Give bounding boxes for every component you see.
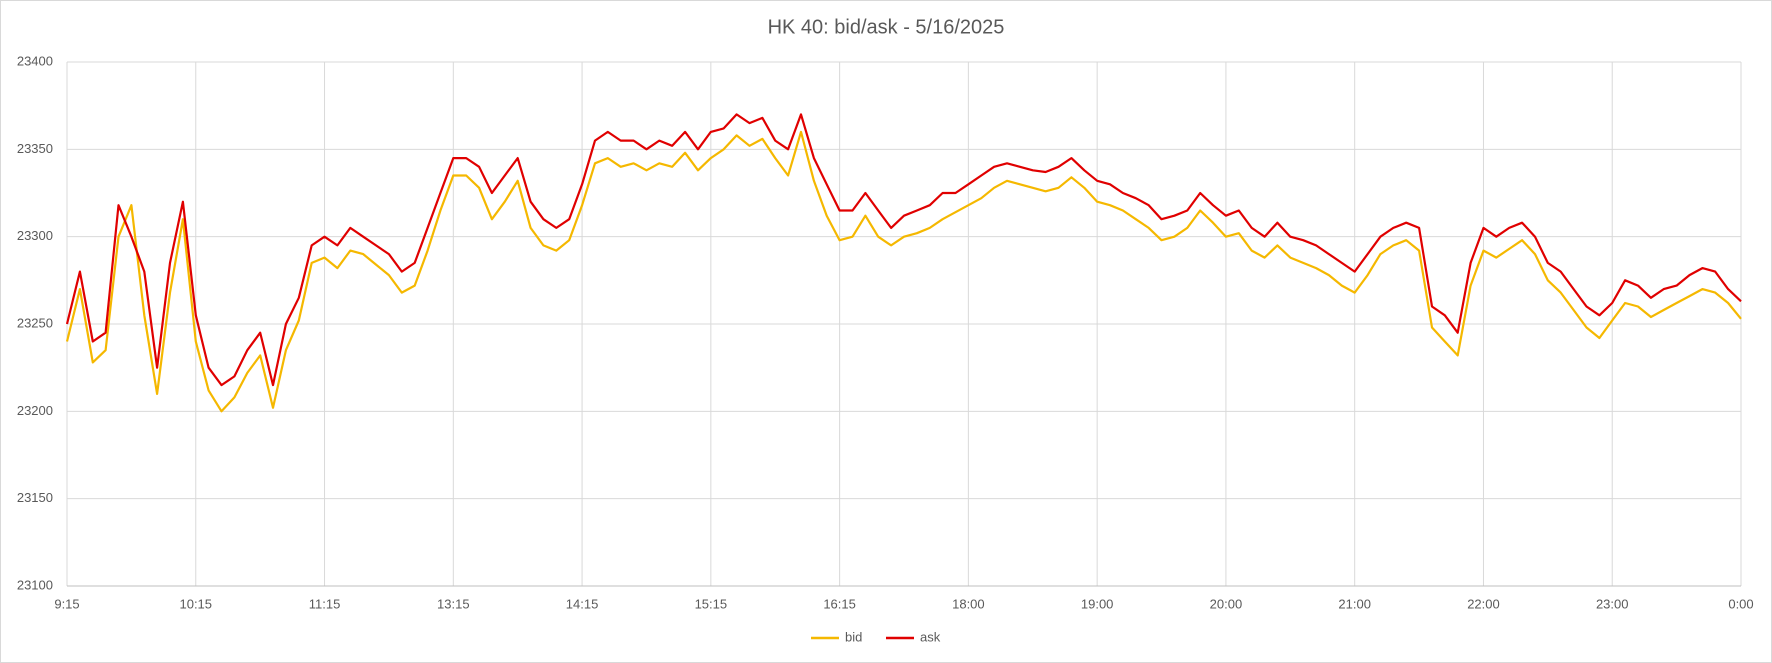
y-tick-label: 23100 <box>17 577 53 592</box>
x-tick-label: 21:00 <box>1338 596 1371 611</box>
x-tick-label: 0:00 <box>1728 596 1753 611</box>
series-line <box>65 130 1742 413</box>
x-tick-label: 18:00 <box>952 596 985 611</box>
x-tick-label: 19:00 <box>1081 596 1114 611</box>
x-tick-label: 22:00 <box>1467 596 1500 611</box>
legend-label: ask <box>920 629 941 644</box>
x-tick-label: 16:15 <box>823 596 856 611</box>
x-tick-label: 9:15 <box>54 596 79 611</box>
x-tick-label: 10:15 <box>179 596 212 611</box>
series-line <box>65 113 1742 387</box>
x-tick-label: 23:00 <box>1596 596 1629 611</box>
x-tick-label: 11:15 <box>309 596 341 611</box>
y-tick-label: 23350 <box>17 141 53 156</box>
x-tick-label: 13:15 <box>437 596 470 611</box>
x-tick-label: 14:15 <box>566 596 599 611</box>
y-tick-label: 23300 <box>17 228 53 243</box>
legend-label: bid <box>845 629 862 644</box>
chart-title: HK 40: bid/ask - 5/16/2025 <box>768 16 1005 38</box>
x-tick-label: 15:15 <box>695 596 728 611</box>
y-tick-label: 23400 <box>17 53 53 68</box>
x-tick-label: 20:00 <box>1210 596 1243 611</box>
y-tick-label: 23250 <box>17 315 53 330</box>
y-tick-label: 23200 <box>17 403 53 418</box>
y-tick-label: 23150 <box>17 490 53 505</box>
